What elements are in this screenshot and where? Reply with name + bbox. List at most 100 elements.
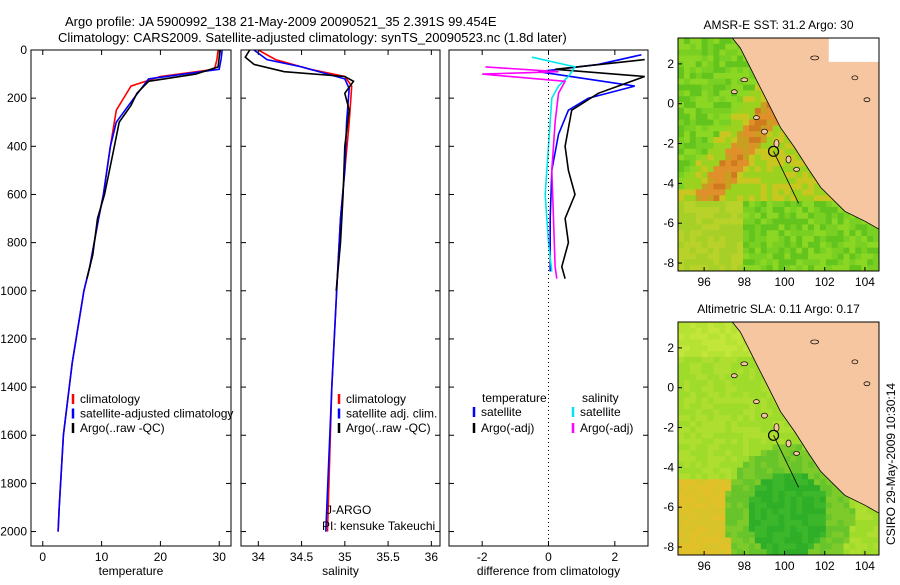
map-cell xyxy=(819,508,827,515)
map-cell xyxy=(731,362,738,369)
map-cell xyxy=(831,485,839,492)
map-cell xyxy=(701,212,708,219)
map-cell xyxy=(737,96,744,103)
island xyxy=(851,359,859,365)
map-cell xyxy=(689,520,697,527)
map-cell xyxy=(689,166,697,173)
map-cell xyxy=(784,259,791,266)
map-cell xyxy=(683,49,691,56)
map-cell xyxy=(719,322,726,329)
map-cell xyxy=(748,236,756,243)
map-cell xyxy=(802,473,809,480)
map-cell xyxy=(689,195,697,202)
map-cell xyxy=(713,485,720,492)
map-cell xyxy=(843,218,850,225)
map-cell xyxy=(695,327,703,335)
map-cell xyxy=(861,525,868,533)
map-cell xyxy=(743,265,750,271)
map-cell xyxy=(689,90,697,97)
map-cell xyxy=(772,247,779,254)
map-cell xyxy=(743,125,750,132)
map-cell xyxy=(855,253,862,260)
map-cell xyxy=(707,171,714,179)
sla_map-ytick-label: -2 xyxy=(663,421,674,435)
map-cell xyxy=(813,247,821,254)
map-cell xyxy=(695,496,703,503)
map-cell xyxy=(748,473,756,480)
map-cell xyxy=(778,160,785,167)
map-cell xyxy=(719,333,726,340)
map-cell xyxy=(743,450,750,457)
map-cell xyxy=(701,84,708,91)
map-cell xyxy=(695,154,703,161)
map-cell xyxy=(701,265,708,271)
map-cell xyxy=(825,259,833,266)
map-cell xyxy=(678,67,685,74)
map-cell xyxy=(754,450,762,457)
map-cell xyxy=(737,450,744,457)
map-cell xyxy=(731,148,738,155)
map-cell xyxy=(737,391,744,399)
map-cell xyxy=(743,421,750,428)
map-cell xyxy=(701,450,708,457)
map-cell xyxy=(678,84,685,91)
map-cell xyxy=(760,461,768,469)
map-cell xyxy=(790,520,797,527)
map-cell xyxy=(719,259,726,266)
map-cell xyxy=(855,241,862,249)
map-cell xyxy=(754,520,762,527)
map-cell xyxy=(713,38,720,45)
map-cell xyxy=(707,473,714,480)
map-cell xyxy=(695,525,703,533)
map-cell xyxy=(701,549,708,555)
map-cell xyxy=(678,339,685,346)
salinity-axes-frame xyxy=(240,49,441,547)
map-cell xyxy=(867,514,874,521)
map-cell xyxy=(831,531,839,538)
map-cell xyxy=(689,171,697,179)
map-cell xyxy=(737,166,744,173)
map-cell xyxy=(802,514,809,521)
map-cell xyxy=(766,432,773,439)
map-cell xyxy=(713,253,720,260)
sla_map-track xyxy=(773,435,799,488)
map-cell xyxy=(695,253,703,260)
map-cell xyxy=(772,224,779,231)
map-cell xyxy=(725,514,732,521)
map-cell xyxy=(837,514,844,521)
map-cell xyxy=(748,72,756,80)
map-cell xyxy=(731,72,738,80)
map-cell xyxy=(778,142,785,150)
map-cell xyxy=(790,241,797,249)
map-cell xyxy=(778,426,785,434)
map-cell xyxy=(831,201,839,208)
map-cell xyxy=(760,432,768,439)
map-cell xyxy=(701,189,708,196)
map-cell xyxy=(808,265,815,271)
map-cell xyxy=(772,490,779,498)
map-cell xyxy=(689,531,697,538)
map-cell xyxy=(719,490,726,498)
map-cell xyxy=(743,102,750,109)
map-cell xyxy=(689,67,697,74)
map-cell xyxy=(754,247,762,254)
map-cell xyxy=(784,230,791,237)
map-cell xyxy=(813,549,821,555)
salinity-annotation-program: J-ARGO xyxy=(326,503,371,517)
map-cell xyxy=(689,473,697,480)
map-cell xyxy=(701,90,708,97)
map-cell xyxy=(695,113,703,120)
map-cell xyxy=(802,520,809,527)
map-cell xyxy=(737,84,744,91)
map-cell xyxy=(855,549,862,555)
map-cell xyxy=(825,253,833,260)
map-cell xyxy=(737,259,744,266)
map-cell xyxy=(772,473,779,480)
map-cell xyxy=(778,455,785,463)
map-cell xyxy=(837,531,844,538)
map-cell xyxy=(683,72,691,80)
map-cell xyxy=(825,206,833,214)
map-cell xyxy=(748,455,756,463)
map-cell xyxy=(843,253,850,260)
